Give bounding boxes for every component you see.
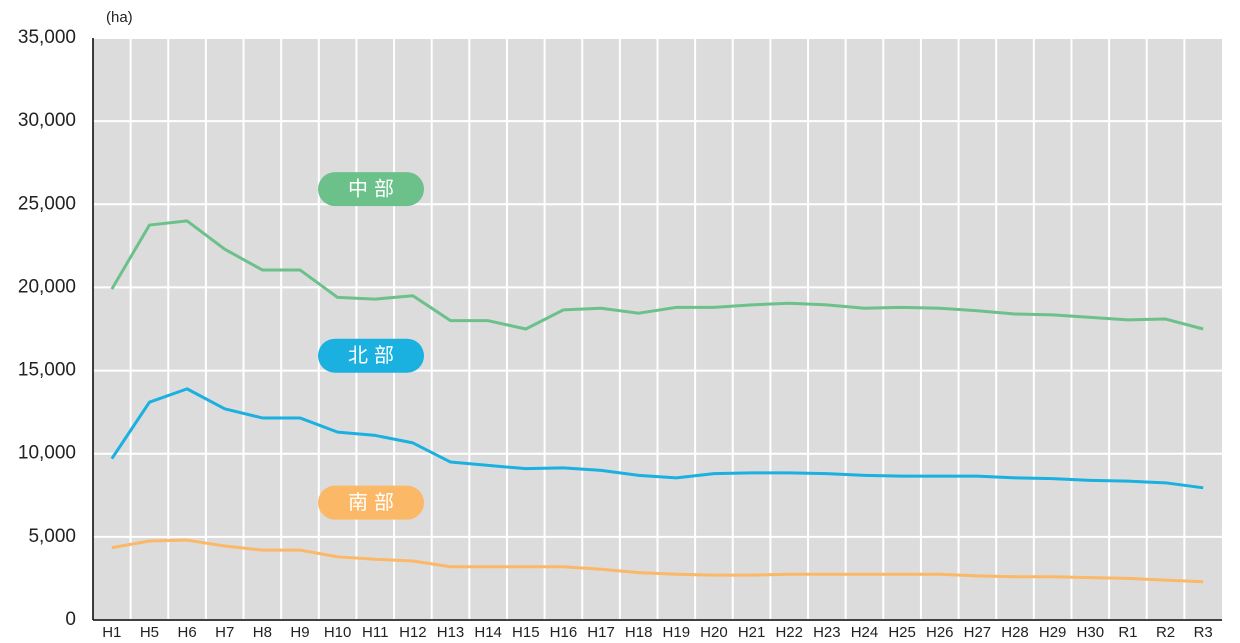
x-tick-label: H27: [964, 624, 992, 641]
y-tick-label: 30,000: [18, 110, 76, 131]
x-tick-label: H5: [140, 624, 159, 641]
series-label-pill: [318, 172, 424, 207]
x-tick-label: H20: [700, 624, 728, 641]
series-label-text: 中部: [348, 177, 400, 200]
series-label-text: 南部: [348, 491, 400, 514]
y-tick-label: 15,000: [18, 360, 76, 381]
series-label-pill: [318, 338, 424, 373]
x-tick-label: H1: [102, 624, 121, 641]
y-tick-label: 5,000: [28, 526, 76, 547]
series-label: 北部: [318, 338, 424, 373]
x-tick-label: H17: [587, 624, 615, 641]
series-label: 中部: [318, 172, 424, 207]
x-tick-label: H6: [177, 624, 196, 641]
y-tick-label: 35,000: [18, 27, 76, 48]
series-line: [111, 538, 1204, 584]
x-tick-label: H23: [813, 624, 841, 641]
x-tick-label: H19: [663, 624, 691, 641]
x-tick-label: H26: [926, 624, 954, 641]
x-tick-label: H8: [253, 624, 272, 641]
series-line: [110, 387, 1204, 490]
y-tick-label: 10,000: [18, 443, 76, 464]
x-tick-label: H7: [215, 624, 234, 641]
x-tick-label: H14: [474, 624, 502, 641]
x-tick-label: H21: [738, 624, 766, 641]
x-tick-label: R3: [1194, 624, 1213, 641]
x-tick-label: H16: [550, 624, 578, 641]
x-tick-label: H24: [851, 624, 879, 641]
x-tick-label: H9: [290, 624, 309, 641]
series-label-pill: [318, 485, 424, 520]
x-tick-label: H28: [1001, 624, 1029, 641]
x-tick-label: H12: [399, 624, 427, 641]
x-tick-label: H15: [512, 624, 540, 641]
x-tick-label: R1: [1118, 624, 1137, 641]
y-unit: (ha): [106, 9, 133, 26]
x-tick-label: H10: [324, 624, 352, 641]
x-tick-label: H11: [362, 624, 388, 641]
x-tick-label: H18: [625, 624, 653, 641]
y-tick-label: 25,000: [18, 193, 76, 214]
x-tick-label: H22: [775, 624, 803, 641]
series-label: 南部: [318, 485, 424, 520]
x-tick-label: H25: [888, 624, 916, 641]
x-tick-label: H29: [1039, 624, 1067, 641]
series-line: [110, 219, 1204, 331]
y-tick-label: 0: [65, 609, 76, 630]
series-label-text: 北部: [348, 344, 400, 367]
x-tick-label: H30: [1077, 624, 1105, 641]
y-tick-label: 20,000: [18, 276, 76, 297]
x-tick-label: R2: [1156, 624, 1175, 641]
x-tick-label: H13: [437, 624, 465, 641]
